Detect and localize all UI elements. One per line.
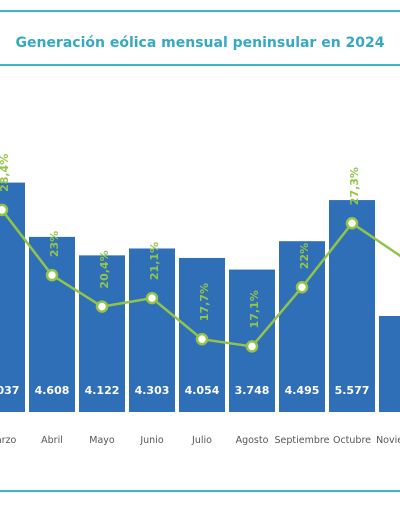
bar-value-label: 6.037 [0,384,19,397]
bar [329,200,375,412]
line-value-label: 28,4% [0,154,11,192]
line-value-label: 17,1% [248,290,261,328]
bar-value-label: 4.495 [285,384,320,397]
category-label-partial: Noviembre [376,435,400,446]
line-point [95,300,109,313]
bar-value-label: 4.054 [185,384,220,397]
line-value-label: 17,7% [198,283,211,321]
top-rule [0,10,400,12]
bar [279,241,325,412]
line-point [145,291,159,305]
line-value-label: 27,3% [348,167,361,205]
line-point [245,340,259,353]
title-rule [0,64,400,66]
category-label: Octubre [333,435,371,446]
line-point [345,216,359,230]
category-label: Junio [139,435,163,446]
bar-partial [379,316,400,412]
bar-value-label: 4.122 [85,384,120,397]
series-line [0,207,400,348]
line-value-label: 20,4% [98,250,111,288]
bar [129,248,175,412]
line-point [295,280,309,294]
chart-title: Generación eólica mensual peninsular en … [15,35,385,51]
bar-value-label: 4.303 [135,384,170,397]
line-point [195,332,209,346]
line-value-label: 21,1% [148,242,161,280]
category-label: Mayo [89,435,115,446]
bar [79,255,125,412]
bar-value-label: 5.577 [335,384,370,397]
line-point [0,203,9,217]
bar [29,236,75,412]
category-label: Marzo [0,435,17,446]
category-label: Julio [191,435,212,446]
category-label: Septiembre [275,435,330,446]
category-label: Agosto [236,435,269,446]
line-value-label: 22% [298,243,311,269]
bar [0,182,25,412]
category-label: Abril [41,435,63,446]
bar-value-label: 3.748 [235,384,270,397]
bottom-rule [0,490,400,492]
line-point [45,268,59,282]
line-value-label: 23% [48,231,61,257]
bar-value-label: 4.608 [35,384,70,397]
